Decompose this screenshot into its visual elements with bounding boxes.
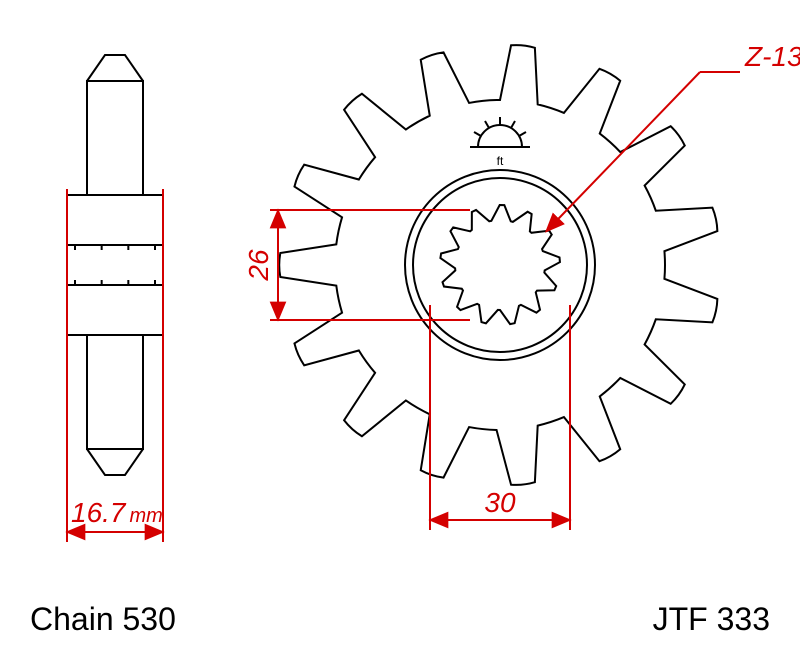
front-view-sprocket: ft [279,45,717,485]
dimension-width: 16.7mm [71,497,163,528]
dimension-outer-diameter: 30 [484,487,516,518]
spline-callout: Z-13 [744,41,800,72]
dimension-annotations: 16.7mm 26 30 Z-13 [67,41,800,542]
chain-label: Chain 530 [30,601,176,637]
technical-drawing: ft 16.7mm 26 30 Z-13 Chain 530 JTF 333 [0,0,800,668]
svg-text:ft: ft [497,154,504,168]
part-number-label: JTF 333 [653,601,770,637]
dimension-inner-diameter: 26 [243,249,274,282]
side-view [67,55,163,475]
